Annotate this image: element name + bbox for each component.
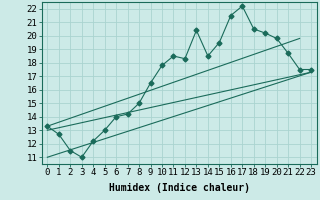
X-axis label: Humidex (Indice chaleur): Humidex (Indice chaleur): [109, 183, 250, 193]
